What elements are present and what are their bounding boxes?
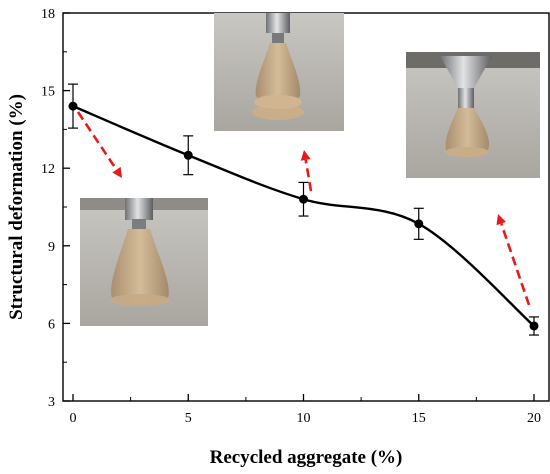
x-tick-label-10: 10	[297, 411, 311, 426]
data-point-10	[299, 194, 308, 204]
data-point-15	[414, 219, 424, 229]
arrow-head-0	[112, 166, 122, 178]
arrow-head-2	[496, 214, 506, 226]
data-point-20	[529, 321, 539, 331]
x-tick-label-0: 0	[70, 411, 77, 426]
inset-photo-20	[406, 52, 540, 178]
arrow-line-2	[499, 223, 531, 306]
inset-photo-0	[80, 198, 208, 326]
y-tick-label-15: 15	[41, 85, 55, 100]
y-tick-label-9: 9	[48, 240, 55, 255]
arrow-line-0	[76, 111, 118, 171]
y-tick-label-3: 3	[48, 395, 55, 410]
annotation-arrows	[76, 111, 531, 306]
y-tick-label-18: 18	[41, 7, 55, 22]
x-axis-ticks: 0 5 10 15 20	[70, 394, 541, 426]
y-tick-label-12: 12	[41, 162, 55, 177]
data-point-5	[183, 150, 193, 160]
inset-photo-10	[214, 13, 344, 131]
y-axis-title: Structural deformation (%)	[6, 94, 27, 320]
y-axis-ticks: 3 6 9 12 15 18	[41, 7, 70, 410]
data-point-0	[68, 101, 78, 111]
x-axis-title: Recycled aggregate (%)	[210, 447, 403, 468]
x-tick-label-20: 20	[527, 411, 541, 426]
y-tick-label-6: 6	[48, 317, 55, 332]
x-tick-label-5: 5	[185, 411, 192, 426]
x-tick-label-15: 15	[412, 411, 426, 426]
arrow-head-1	[300, 150, 311, 161]
arrow-line-1	[304, 159, 313, 192]
data-points	[68, 101, 539, 331]
